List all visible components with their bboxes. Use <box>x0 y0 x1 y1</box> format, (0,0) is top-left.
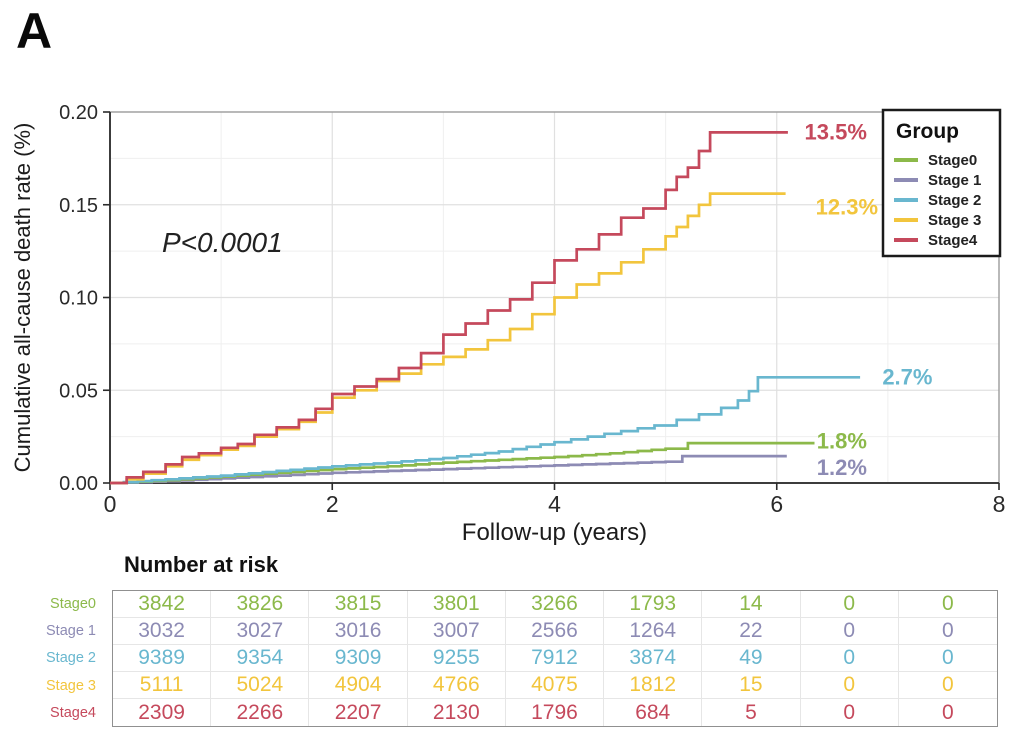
series-line-stage4 <box>110 131 788 485</box>
risk-cell: 3826 <box>211 591 310 618</box>
risk-table-title: Number at risk <box>124 552 279 577</box>
risk-cell: 1264 <box>604 618 703 645</box>
risk-cell: 1812 <box>604 672 703 699</box>
y-tick-label: 0.10 <box>59 288 98 310</box>
km-chart: 0 2 4 6 8 0.00 0.05 0.10 0.15 0.20 Follow-up (year… <box>10 102 1005 546</box>
x-tick-label: 6 <box>770 491 783 517</box>
risk-cell: 22 <box>702 618 801 645</box>
risk-cell: 0 <box>942 700 954 724</box>
panel-label: A <box>16 3 53 59</box>
p-value-annotation: P<0.0001 <box>162 227 283 258</box>
risk-cell: 3874 <box>604 645 703 672</box>
risk-cell: 4766 <box>407 672 506 699</box>
risk-cell: 2309 <box>113 699 212 726</box>
series-end-label-stage-2: 2.7% <box>882 364 932 389</box>
series-line-stage-2 <box>110 375 861 485</box>
risk-cell: 0 <box>800 618 899 645</box>
series-end-label-stage-1: 1.2% <box>817 455 867 480</box>
risk-cell: 3801 <box>407 591 506 618</box>
risk-cell: 3007 <box>407 618 506 645</box>
risk-cell: 0 <box>898 618 997 645</box>
legend-label-stage-2: Stage 2 <box>928 192 981 209</box>
risk-cell: 9354 <box>211 645 310 672</box>
y-tick-label: 0.20 <box>59 102 98 124</box>
risk-cell: 5 <box>702 699 801 726</box>
risk-cell: 3016 <box>309 618 408 645</box>
x-tick-label: 0 <box>104 491 117 517</box>
axes: 0 2 4 6 8 0.00 0.05 0.10 0.15 0.20 Follow-up (year… <box>10 102 1005 546</box>
series-end-label-stage-3: 12.3% <box>816 195 878 220</box>
risk-cell: 4904 <box>309 672 408 699</box>
x-axis-title: Follow-up (years) <box>462 519 647 546</box>
risk-cell: 4075 <box>505 672 605 699</box>
legend-label-stage4: Stage4 <box>928 232 978 249</box>
y-tick-label: 0.05 <box>59 380 98 402</box>
risk-cell: 684 <box>604 699 703 726</box>
risk-cell: 0 <box>801 699 899 726</box>
x-tick-label: 4 <box>548 491 561 517</box>
risk-cell: 0 <box>800 672 899 699</box>
risk-cell: 9389 <box>113 645 212 672</box>
risk-cell: 0 <box>898 672 997 699</box>
risk-cell: 5024 <box>211 672 310 699</box>
risk-row-label-stage0: Stage0 <box>50 595 96 612</box>
risk-cell: 15 <box>702 672 801 699</box>
risk-cell: 14 <box>702 591 801 618</box>
legend: Group Stage0 Stage 1 Stage 2 Stage 3 Stage4 <box>881 108 1002 258</box>
risk-cell: 3032 <box>113 618 212 645</box>
risk-row-label-stage4: Stage4 <box>50 705 96 722</box>
risk-cell: 0 <box>898 591 997 618</box>
risk-cell: 9309 <box>309 645 408 672</box>
risk-row-label-stage-3: Stage 3 <box>46 677 96 694</box>
risk-cell: 3815 <box>309 591 408 618</box>
series-end-label-stage0: 1.8% <box>817 428 867 453</box>
risk-cell: 49 <box>702 645 801 672</box>
legend-label-stage0: Stage0 <box>928 152 977 169</box>
legend-label-stage-3: Stage 3 <box>928 212 981 229</box>
risk-row-labels: Stage0 Stage 1 Stage 2 Stage 3 Stage4 <box>0 590 106 727</box>
risk-cell: 1796 <box>506 699 605 726</box>
risk-cell: 2130 <box>408 699 506 726</box>
risk-table: 3842 3826 3815 3801 3266 1793 14 0 0 3032 3027 3016… <box>112 590 998 727</box>
risk-cell: 3266 <box>505 591 605 618</box>
series-end-label-stage4: 13.5% <box>805 119 867 144</box>
y-tick-label: 0.15 <box>59 195 98 217</box>
risk-cell: 0 <box>800 591 899 618</box>
series-line-stage-1 <box>110 454 787 485</box>
risk-cell: 2566 <box>505 618 605 645</box>
risk-cell: 5111 <box>113 672 212 699</box>
risk-row-label-stage-1: Stage 1 <box>46 623 96 640</box>
series-curves <box>110 131 861 485</box>
y-tick-label: 0.00 <box>59 473 98 495</box>
risk-cell: 2207 <box>309 699 408 726</box>
risk-cell: 3842 <box>113 591 212 618</box>
risk-cell: 3027 <box>211 618 310 645</box>
risk-cell: 0 <box>800 645 899 672</box>
legend-title: Group <box>896 120 959 143</box>
risk-cell: 1793 <box>604 591 703 618</box>
y-axis-title: Cumulative all-cause death rate (%) <box>10 123 35 473</box>
risk-cell: 0 <box>898 645 997 672</box>
x-tick-label: 8 <box>993 491 1006 517</box>
legend-label-stage-1: Stage 1 <box>928 172 981 189</box>
risk-cell: 2266 <box>211 699 310 726</box>
risk-cell: 7912 <box>505 645 605 672</box>
risk-row-label-stage-2: Stage 2 <box>46 650 96 667</box>
risk-cell: 9255 <box>407 645 506 672</box>
x-tick-label: 2 <box>326 491 339 517</box>
